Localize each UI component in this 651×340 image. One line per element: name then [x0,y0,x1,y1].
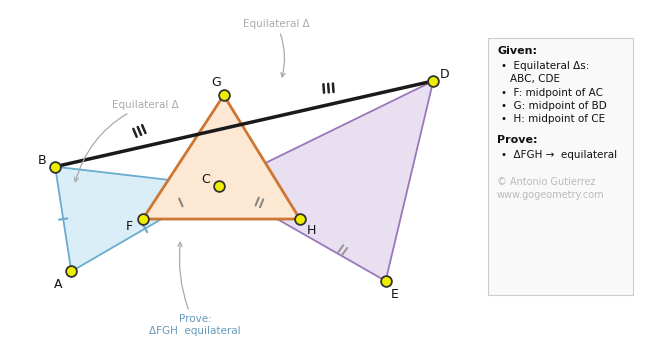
Text: A: A [54,278,62,291]
Text: C: C [201,173,210,186]
Text: D: D [440,68,449,81]
Point [214,183,224,188]
Text: Equilateral Δ: Equilateral Δ [243,19,309,77]
Polygon shape [55,167,219,271]
Text: www.gogeometry.com: www.gogeometry.com [497,190,605,201]
Text: •  H: midpoint of CE: • H: midpoint of CE [501,114,605,124]
Text: Prove:: Prove: [497,135,538,145]
Text: •  ΔFGH →  equilateral: • ΔFGH → equilateral [501,151,617,160]
Point [66,269,77,274]
Polygon shape [143,95,300,219]
Text: Equilateral Δ: Equilateral Δ [74,100,179,182]
Text: •  G: midpoint of BD: • G: midpoint of BD [501,101,607,111]
Point [295,216,305,222]
Text: •  Equilateral Δs:: • Equilateral Δs: [501,61,589,71]
Text: © Antonio Gutierrez: © Antonio Gutierrez [497,177,596,187]
Text: Given:: Given: [497,46,537,56]
Polygon shape [488,38,633,295]
Point [219,92,229,98]
Polygon shape [219,81,434,281]
Point [50,164,61,169]
Text: H: H [307,224,316,237]
Text: G: G [211,76,221,89]
Point [137,216,148,222]
Text: E: E [391,288,399,301]
Text: •  F: midpoint of AC: • F: midpoint of AC [501,88,603,98]
Text: B: B [38,154,46,167]
Text: Prove:
ΔFGH  equilateral: Prove: ΔFGH equilateral [149,242,241,336]
Point [428,78,439,84]
Text: ABC, CDE: ABC, CDE [510,74,561,84]
Text: F: F [126,220,133,233]
Point [380,278,391,284]
